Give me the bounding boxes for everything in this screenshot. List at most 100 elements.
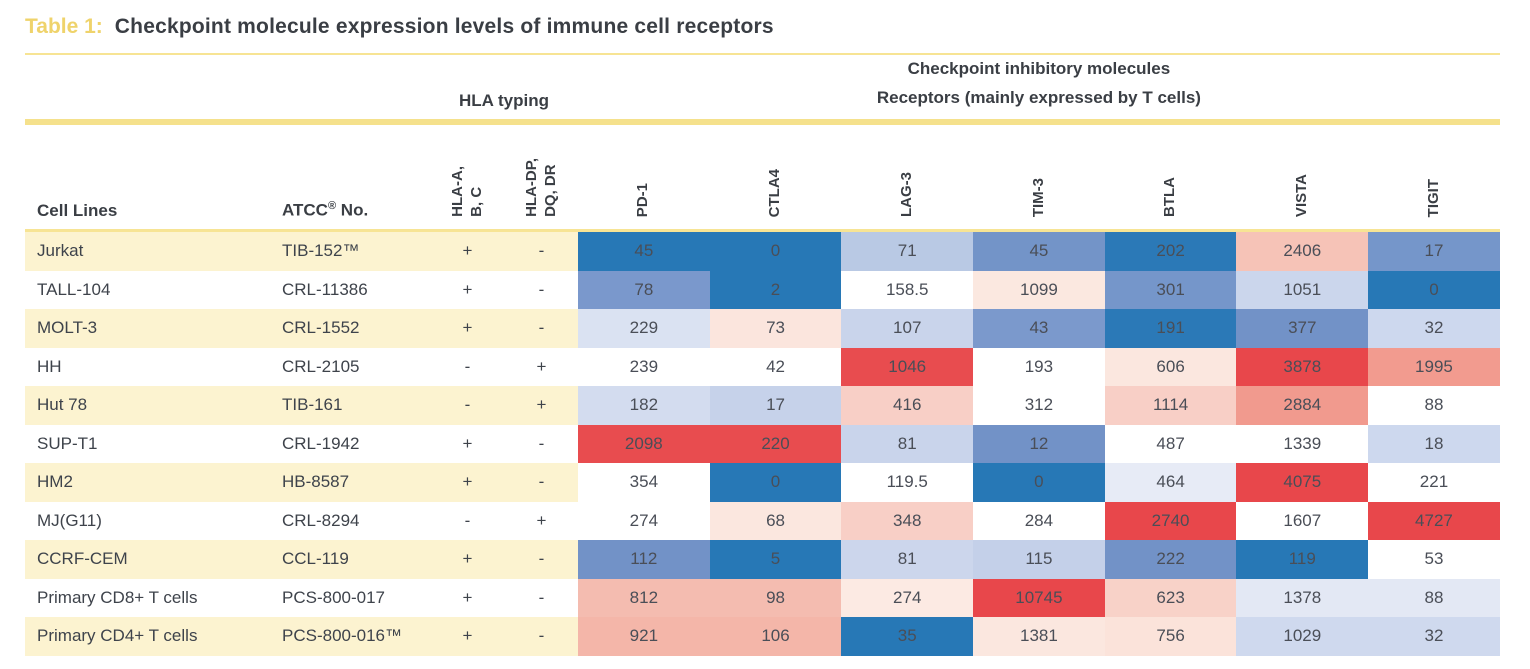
expression-value-cell: 1099 — [973, 270, 1105, 309]
expression-value-cell: 17 — [709, 386, 842, 425]
expression-value-cell: 0 — [709, 232, 842, 271]
table-row: TALL-104 CRL-11386 + -78 2 158.5 1099 301 1051 0 — [25, 270, 1500, 309]
column-header-cell-lines: Cell Lines — [37, 201, 118, 220]
group-header-checkpoint-line2: Receptors (mainly expressed by T cells) — [876, 88, 1201, 108]
column-header-hla-abc: HLA-A, B, C — [448, 166, 485, 217]
expression-value-cell: 2406 — [1236, 232, 1369, 271]
expression-value-cell: 4075 — [1236, 463, 1369, 502]
expression-value-cell: 1378 — [1236, 578, 1369, 617]
expression-value-cell: 45 — [578, 232, 710, 271]
expression-value-cell: 0 — [709, 463, 842, 502]
expression-value-cell: 222 — [1104, 540, 1237, 579]
expression-value-cell: 88 — [1368, 578, 1500, 617]
expression-value-cell: 0 — [973, 463, 1105, 502]
hla-dpdqdr-value: + — [505, 501, 578, 540]
expression-value-cell: 115 — [973, 540, 1105, 579]
column-header-ctla4: CTLA4 — [766, 168, 784, 217]
expression-value-cell: 1029 — [1236, 617, 1369, 656]
expression-value-cell: 756 — [1104, 617, 1237, 656]
group-header-hla-typing: HLA typing — [458, 91, 550, 110]
expression-value-cell: 1381 — [973, 617, 1105, 656]
hla-dpdqdr-value: + — [505, 347, 578, 386]
expression-value-cell: 921 — [578, 617, 710, 656]
expression-value-cell: 284 — [973, 501, 1105, 540]
expression-value-cell: 32 — [1368, 309, 1500, 348]
expression-value-cell: 354 — [578, 463, 710, 502]
expression-value-cell: 182 — [578, 386, 710, 425]
column-header-btla: BTLA — [1161, 177, 1179, 217]
atcc-number: CRL-2105 — [270, 347, 430, 386]
hla-abc-value: + — [430, 309, 505, 348]
table-row: Jurkat TIB-152™ + -45 0 71 45 202 2406 17 — [25, 232, 1500, 271]
cell-line-name: CCRF-CEM — [25, 540, 270, 579]
expression-value-cell: 17 — [1368, 232, 1500, 271]
expression-value-cell: 1607 — [1236, 501, 1369, 540]
expression-value-cell: 2884 — [1236, 386, 1369, 425]
table-row: MOLT-3 CRL-1552 + -229 73 107 43 191 377 32 — [25, 309, 1500, 348]
column-header-tigit: TIGIT — [1424, 178, 1442, 217]
column-header-pd1: PD-1 — [634, 182, 652, 217]
hla-abc-value: - — [430, 347, 505, 386]
hla-dpdqdr-value: - — [505, 424, 578, 463]
group-header-checkpoint-line1: Checkpoint inhibitory molecules — [907, 59, 1171, 79]
expression-value-cell: 88 — [1368, 386, 1500, 425]
table-title-text: Checkpoint molecule expression levels of… — [114, 15, 774, 38]
hla-abc-value: + — [430, 463, 505, 502]
cell-line-name: MOLT-3 — [25, 309, 270, 348]
expression-value-cell: 119 — [1236, 540, 1369, 579]
atcc-number: CCL-119 — [270, 540, 430, 579]
atcc-no-text: No. — [336, 201, 369, 220]
expression-value-cell: 193 — [973, 347, 1105, 386]
hla-abc-value: + — [430, 424, 505, 463]
cell-line-name: SUP-T1 — [25, 424, 270, 463]
column-header-divider — [25, 229, 1500, 232]
hla-abc-value: + — [430, 617, 505, 656]
hla-dpdqdr-value: - — [505, 309, 578, 348]
column-header-band: Cell Lines ATCC® No. HLA-A, B, C HLA-DP,… — [25, 125, 1500, 229]
expression-value-cell: 3878 — [1236, 347, 1369, 386]
expression-value-cell: 0 — [1368, 270, 1500, 309]
expression-value-cell: 487 — [1104, 424, 1237, 463]
expression-value-cell: 606 — [1104, 347, 1237, 386]
column-header-lag3: LAG-3 — [897, 172, 915, 217]
expression-value-cell: 81 — [841, 424, 974, 463]
hla-abc-value: + — [430, 270, 505, 309]
atcc-number: CRL-1942 — [270, 424, 430, 463]
hla-abc-value: - — [430, 501, 505, 540]
atcc-number: CRL-11386 — [270, 270, 430, 309]
table-row: SUP-T1 CRL-1942 + -2098 220 81 12 487 1339 18 — [25, 424, 1500, 463]
column-header-tim3: TIM-3 — [1029, 177, 1047, 217]
expression-value-cell: 107 — [841, 309, 974, 348]
cell-line-name: Hut 78 — [25, 386, 270, 425]
expression-value-cell: 1339 — [1236, 424, 1369, 463]
expression-value-cell: 416 — [841, 386, 974, 425]
expression-value-cell: 112 — [578, 540, 710, 579]
expression-value-cell: 43 — [973, 309, 1105, 348]
expression-value-cell: 221 — [1368, 463, 1500, 502]
expression-value-cell: 202 — [1104, 232, 1237, 271]
hla-abc-value: + — [430, 232, 505, 271]
table-number-label: Table 1: — [25, 15, 103, 38]
expression-value-cell: 274 — [578, 501, 710, 540]
expression-value-cell: 348 — [841, 501, 974, 540]
cell-line-name: Primary CD4+ T cells — [25, 617, 270, 656]
expression-value-cell: 68 — [709, 501, 842, 540]
table-title: Table 1: Checkpoint molecule expression … — [25, 0, 1500, 53]
cell-line-name: MJ(G11) — [25, 501, 270, 540]
title-divider — [25, 53, 1500, 55]
expression-value-cell: 812 — [578, 578, 710, 617]
hla-dpdqdr-value: - — [505, 463, 578, 502]
expression-value-cell: 158.5 — [841, 270, 974, 309]
expression-value-cell: 220 — [709, 424, 842, 463]
expression-value-cell: 12 — [973, 424, 1105, 463]
expression-value-cell: 191 — [1104, 309, 1237, 348]
atcc-number: HB-8587 — [270, 463, 430, 502]
expression-value-cell: 2740 — [1104, 501, 1237, 540]
group-header-checkpoint: Checkpoint inhibitory molecules Receptor… — [578, 55, 1500, 119]
atcc-number: TIB-161 — [270, 386, 430, 425]
table-row: HM2 HB-8587 + -354 0 119.5 0 464 4075 221 — [25, 463, 1500, 502]
expression-value-cell: 119.5 — [841, 463, 974, 502]
hla-dpdqdr-value: + — [505, 386, 578, 425]
atcc-number: CRL-1552 — [270, 309, 430, 348]
atcc-number: PCS-800-016™ — [270, 617, 430, 656]
